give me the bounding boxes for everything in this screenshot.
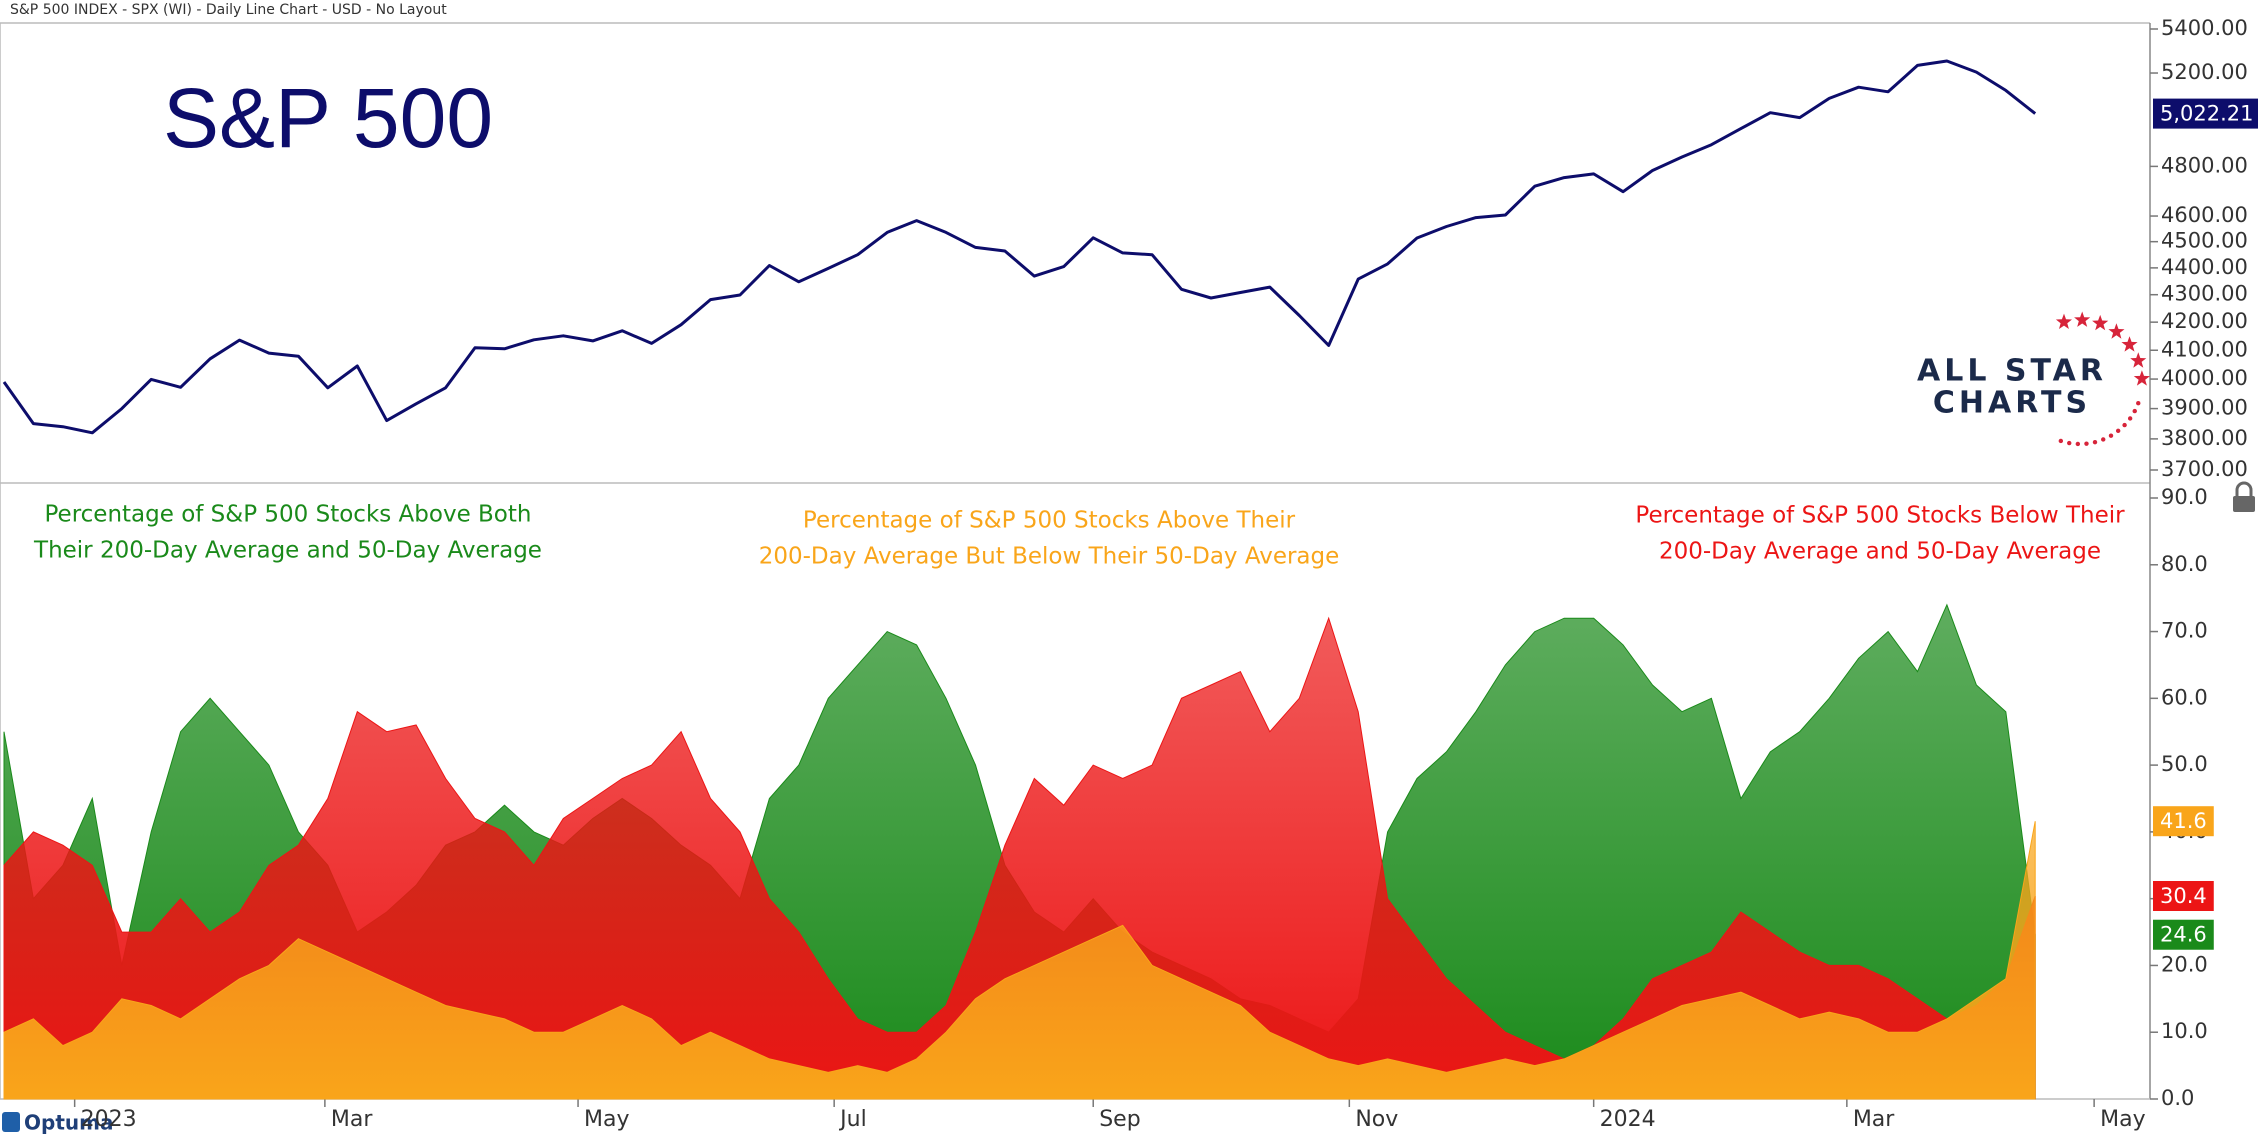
x-tick-label: May	[2100, 1107, 2145, 1132]
x-tick-label: Mar	[331, 1107, 373, 1132]
y-tick-label: 4000.00	[2161, 366, 2248, 390]
last-value-box	[2153, 919, 2214, 950]
logo-dot	[2084, 441, 2089, 446]
last-value-label: 24.6	[2160, 923, 2207, 947]
logo-star	[2092, 314, 2109, 331]
x-tick-label: Jul	[838, 1107, 867, 1132]
series-label: Percentage of S&P 500 Stocks Above Both	[45, 502, 532, 528]
series-label: Percentage of S&P 500 Stocks Below Their	[1635, 503, 2125, 529]
y-tick-label: 4500.00	[2161, 229, 2248, 253]
logo-star	[2074, 311, 2091, 327]
y-tick-label: 4300.00	[2161, 282, 2248, 306]
logo-star	[2108, 323, 2125, 339]
series-label: 200-Day Average But Below Their 50-Day A…	[759, 544, 1340, 570]
lock-icon[interactable]	[2233, 481, 2255, 512]
y-tick-label: 70.0	[2161, 619, 2208, 643]
y-tick-label: 4100.00	[2161, 337, 2248, 361]
logo-dot	[2092, 439, 2098, 445]
logo-dot	[2101, 437, 2106, 442]
logo-star	[2133, 370, 2150, 386]
x-tick-label: Mar	[1853, 1107, 1895, 1132]
y-tick-label: 3700.00	[2161, 457, 2248, 481]
y-tick-label: 3900.00	[2161, 396, 2248, 420]
area	[3, 821, 2036, 1100]
price-line	[2, 59, 2037, 435]
logo-dot	[2067, 440, 2072, 446]
logo-dot	[2122, 422, 2127, 428]
logo-dot	[2108, 433, 2114, 438]
last-value-label: 30.4	[2160, 884, 2207, 908]
logo-star	[2130, 352, 2147, 368]
logo-dot	[2132, 408, 2137, 414]
header: S&P 500 INDEX - SPX (WI) - Daily Line Ch…	[10, 2, 447, 18]
y-tick-label: 5200.00	[2161, 60, 2248, 84]
logo-star	[2121, 336, 2138, 352]
y-tick-label: 20.0	[2161, 952, 2208, 976]
logo: ALL STAR CHARTS	[1917, 311, 2150, 447]
y-tick-label: 4600.00	[2161, 203, 2248, 227]
logo-dot	[2136, 401, 2141, 406]
logo-dot	[2115, 428, 2121, 434]
brand-logo: Optuma	[2, 1111, 113, 1135]
logo-dot	[2075, 441, 2081, 447]
x-tick-label: Sep	[1099, 1107, 1140, 1132]
area	[3, 616, 2036, 1100]
logo-text: CHARTS	[1933, 386, 2091, 421]
y-tick-label: 80.0	[2161, 552, 2208, 576]
x-tick-label: Nov	[1355, 1107, 1398, 1132]
x-tick-label: 2024	[1600, 1107, 1656, 1132]
y-tick-label: 5400.00	[2161, 16, 2248, 40]
y-tick-label: 10.0	[2161, 1019, 2208, 1043]
x-tick-label: May	[584, 1107, 629, 1132]
x-tick-label: 2023	[81, 1107, 137, 1132]
y-tick-label: 60.0	[2161, 685, 2208, 709]
chart-title: S&P 500	[163, 71, 493, 165]
y-tick-label: 50.0	[2161, 752, 2208, 776]
logo-dot	[2127, 416, 2133, 421]
last-value-box	[2153, 880, 2214, 911]
y-tick-label: 3800.00	[2161, 426, 2248, 450]
brand-text: Optuma	[24, 1111, 113, 1135]
y-tick-label: 90.0	[2161, 485, 2208, 509]
y-tick-label: 0.0	[2161, 1086, 2194, 1110]
logo-dot	[2058, 438, 2064, 444]
last-value-box	[2153, 806, 2214, 837]
series-label: Percentage of S&P 500 Stocks Above Their	[803, 508, 1296, 534]
last-value-label: 41.6	[2160, 809, 2207, 833]
logo-star	[2055, 313, 2072, 329]
y-tick-label: 4800.00	[2161, 153, 2248, 177]
logo-text: ALL STAR	[1917, 354, 2107, 389]
last-value-label: 5,022.21	[2160, 102, 2254, 126]
y-tick-label: 4400.00	[2161, 255, 2248, 279]
series-label: Their 200-Day Average and 50-Day Average	[33, 538, 542, 564]
series-label: 200-Day Average and 50-Day Average	[1659, 539, 2101, 565]
last-value-box	[2153, 98, 2258, 129]
y-tick-label: 4200.00	[2161, 309, 2248, 333]
